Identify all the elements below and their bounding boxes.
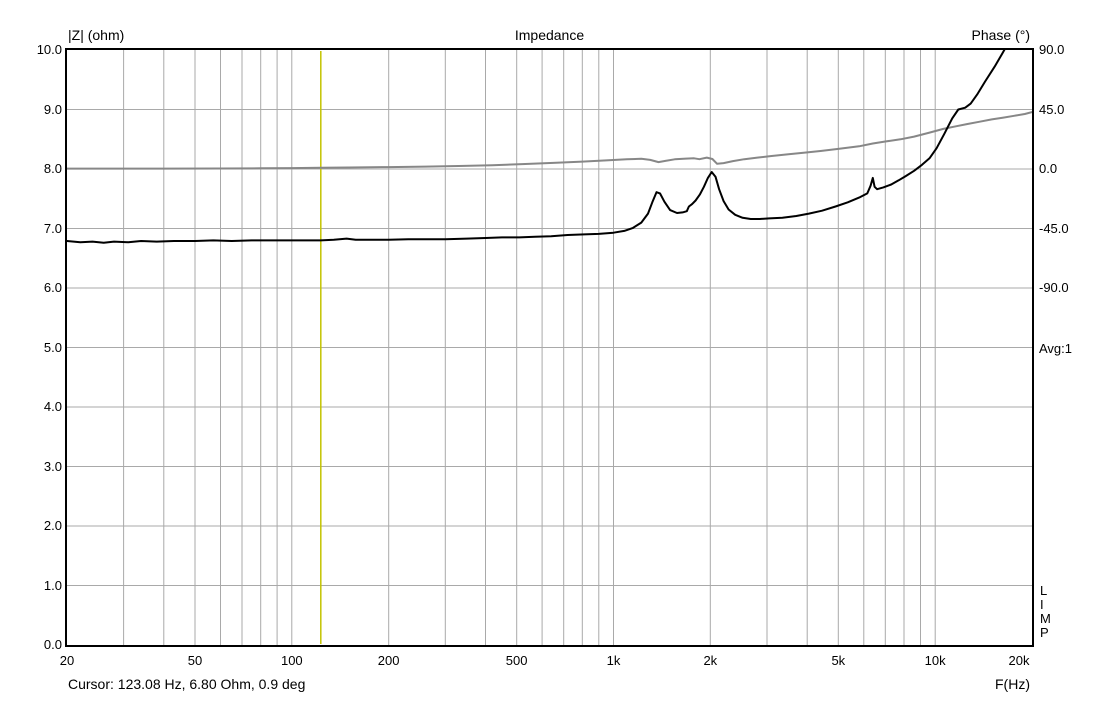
y-left-tick-label: 7.0 (43, 220, 62, 236)
x-tick-label: 500 (505, 653, 528, 668)
y-left-tick-label: 1.0 (43, 577, 62, 593)
y-left-tick-label: 10.0 (36, 42, 62, 57)
y-right-tick-label: -90.0 (1039, 280, 1069, 295)
x-tick-label: 100 (280, 653, 303, 668)
y-right-tick-label: 45.0 (1039, 101, 1065, 117)
y-left-tick-label: 8.0 (43, 161, 62, 176)
chart-title: Impedance (514, 27, 585, 43)
impedance-curve (67, 50, 1006, 244)
x-tick-label: 20 (59, 653, 75, 668)
x-tick-label: 20k (1008, 653, 1030, 668)
y-left-tick-label: 9.0 (43, 101, 62, 117)
x-tick-label: 50 (187, 653, 203, 668)
y-left-tick-label: 0.0 (43, 637, 62, 652)
plot-border (65, 48, 1034, 647)
x-tick-label: 10k (924, 653, 946, 668)
x-tick-label: 2k (703, 653, 718, 668)
x-tick-label: 200 (377, 653, 400, 668)
y-left-tick-label: 2.0 (43, 518, 62, 533)
cursor-status-text: Cursor: 123.08 Hz, 6.80 Ohm, 0.9 deg (68, 676, 306, 692)
phase-curve (67, 111, 1032, 170)
y-left-tick-label: 5.0 (43, 339, 62, 355)
limp-app-watermark: L I M P (1040, 583, 1051, 640)
averages-indicator: Avg:1 (1039, 341, 1073, 356)
y-left-tick-label: 4.0 (43, 399, 62, 414)
x-tick-label: 5k (831, 653, 846, 668)
y-right-axis-title: Phase (°) (971, 27, 1030, 43)
y-right-tick-label: 90.0 (1039, 42, 1065, 57)
x-tick-label: 1k (606, 653, 621, 668)
y-right-tick-label: -45.0 (1039, 220, 1069, 236)
y-left-axis-title: |Z| (ohm) (68, 27, 125, 43)
y-right-tick-label: 0.0 (1039, 161, 1058, 176)
x-axis-title: F(Hz) (995, 676, 1030, 692)
y-left-tick-label: 3.0 (43, 458, 62, 474)
y-left-tick-label: 6.0 (43, 280, 62, 295)
